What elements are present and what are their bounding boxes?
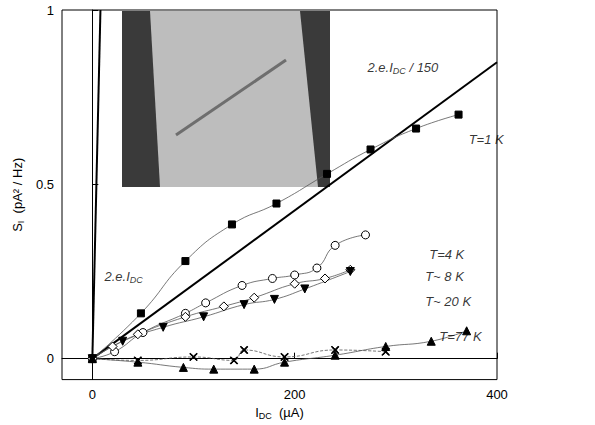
svg-text:T=77 K: T=77 K [439,329,483,344]
svg-text:T~ 8 K: T~ 8 K [425,269,465,284]
svg-text:T~ 20 K: T~ 20 K [425,294,472,309]
svg-text:T=4 K: T=4 K [429,247,465,262]
svg-text:200: 200 [284,387,306,402]
svg-text:(pA² / Hz): (pA² / Hz) [10,158,25,221]
svg-text:DC: DC [259,411,272,421]
svg-text:0: 0 [47,351,54,366]
svg-text:T=1 K: T=1 K [469,132,505,147]
svg-text:S: S [10,223,25,232]
svg-text:0.5: 0.5 [36,177,54,192]
svg-text:DC: DC [130,275,143,285]
svg-text:2.e.I: 2.e.I [103,269,130,284]
svg-text:I: I [15,220,26,224]
svg-text:400: 400 [486,387,508,402]
svg-text:/ 150: / 150 [406,60,439,75]
svg-text:(µA): (µA) [272,405,304,420]
svg-text:1: 1 [47,3,54,18]
svg-text:0: 0 [89,387,96,402]
svg-text:DC: DC [393,66,406,76]
svg-text:2.e.I: 2.e.I [367,60,394,75]
svg-text:I: I [255,404,259,420]
